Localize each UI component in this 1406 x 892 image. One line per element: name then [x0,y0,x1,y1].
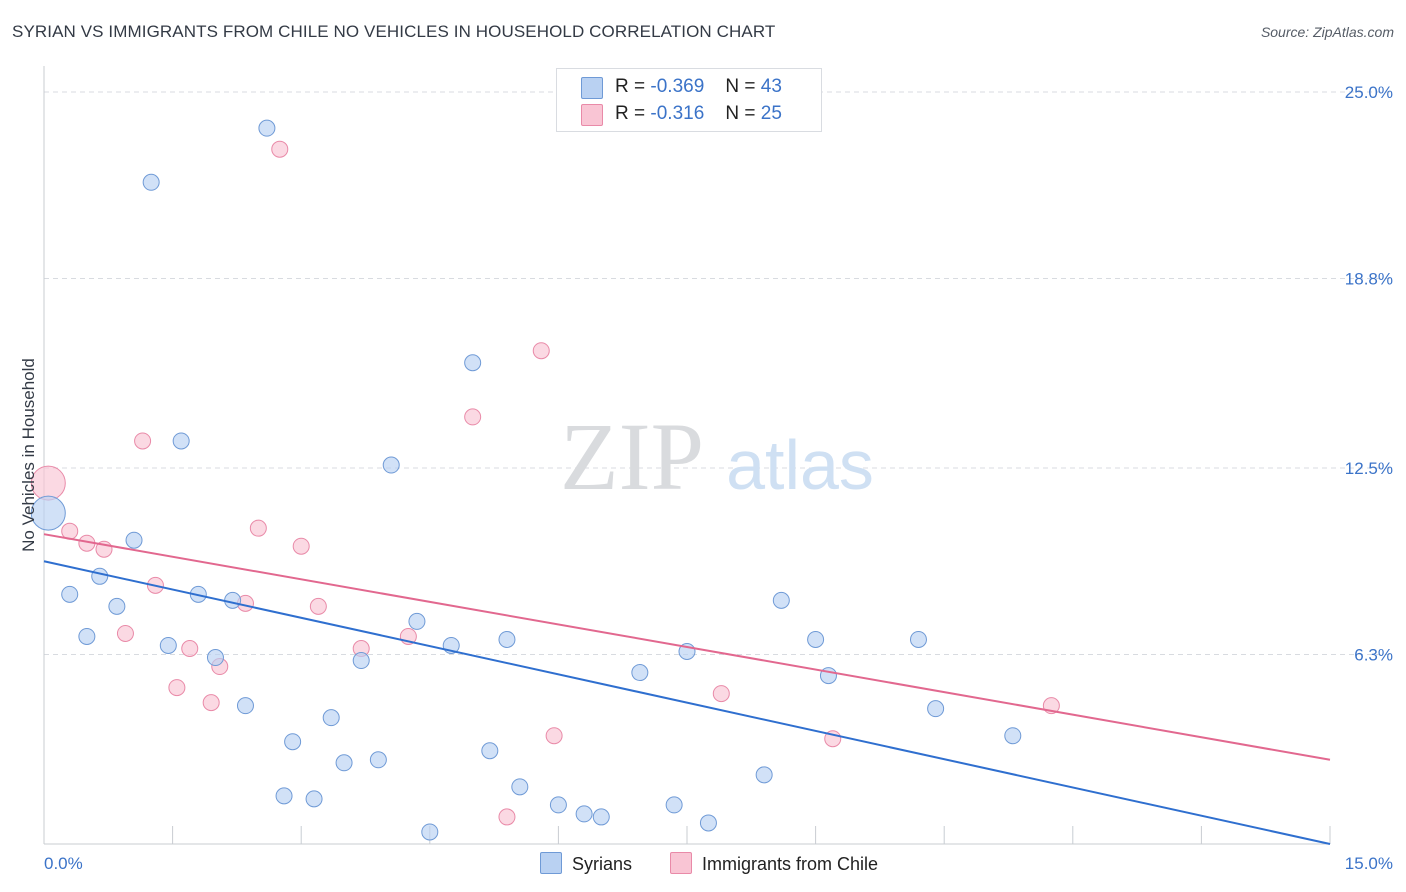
legend-label-chile: Immigrants from Chile [702,854,879,874]
axes [43,66,1331,845]
stats-legend: R = -0.369 N = 43 R = -0.316 N = 25 [556,68,822,132]
syrians-point [1004,727,1022,745]
legend-label-syrians: Syrians [572,854,633,874]
chile-point [181,639,199,657]
syrians-point [631,664,649,682]
syrians-point [408,612,426,630]
syrians-point [665,796,683,814]
r-label: R = [615,103,646,124]
syrians-point [464,354,482,372]
chile-point [292,537,310,555]
syrians-point [909,630,927,648]
chile-point [464,408,482,426]
syrians-point [108,597,126,615]
syrians-point [305,790,323,808]
syrians-point [352,652,370,670]
syrians-point [699,814,717,832]
watermark-zip: ZIP [560,403,704,510]
chile-trend-line [43,533,1331,761]
syrians-point [284,733,302,751]
syrians-points [30,119,1022,841]
n-value: 25 [760,103,782,124]
chile-point [168,679,186,697]
syrians-trend-line [43,560,1331,845]
y-axis-label: No Vehicles in Household [19,358,38,552]
syrians-point [369,751,387,769]
r-value: -0.316 [650,103,705,124]
chile-point [532,342,550,360]
chile-swatch [581,104,603,126]
chile-point [202,694,220,712]
x-tick-label: 15.0% [1345,854,1393,873]
watermark: ZIP atlas [560,403,874,510]
chart-title: SYRIAN VS IMMIGRANTS FROM CHILE NO VEHIC… [12,22,776,41]
syrians-point [511,778,529,796]
syrians-point [78,627,96,645]
tick-labels: 6.3% 12.5% 18.8% 25.0% 0.0% 15.0% [44,83,1393,873]
syrians-legend-swatch [540,852,562,874]
syrians-point [61,585,79,603]
chile-point [712,685,730,703]
syrians-point [275,787,293,805]
y-tick-label: 25.0% [1345,83,1393,102]
chile-point [249,519,267,537]
syrians-point [206,649,224,667]
chile-point [134,432,152,450]
syrians-point [549,796,567,814]
syrians-point [142,173,160,191]
syrians-point [172,432,190,450]
syrians-point [481,742,499,760]
syrians-point [322,709,340,727]
chile-point [309,597,327,615]
syrians-point [125,531,143,549]
syrians-point [159,636,177,654]
x-tick-label: 0.0% [44,854,83,873]
y-tick-label: 18.8% [1345,270,1393,289]
n-value: 43 [760,76,782,97]
syrians-point [807,630,825,648]
chile-point [545,727,563,745]
syrians-point [30,495,66,531]
r-label: R = [615,76,646,97]
syrians-point [498,630,516,648]
chile-point [116,624,134,642]
trend-lines [43,533,1331,845]
syrians-point [258,119,276,137]
r-value: -0.369 [650,76,705,97]
syrians-point [592,808,610,826]
chile-legend-swatch [670,852,692,874]
n-label: N = [725,76,756,97]
syrians-point [575,805,593,823]
watermark-atlas: atlas [726,426,874,504]
syrians-point [236,697,254,715]
syrians-point [772,591,790,609]
y-tick-label: 6.3% [1354,646,1393,665]
syrians-point [224,591,242,609]
y-tick-label: 12.5% [1345,459,1393,478]
syrians-swatch [581,77,603,99]
n-label: N = [725,103,756,124]
chile-point [271,140,289,158]
syrians-point [335,754,353,772]
source-label: Source: ZipAtlas.com [1260,24,1394,40]
syrians-point [755,766,773,784]
legend-item-syrians: Syrians [540,852,632,876]
gridlines [44,91,1394,656]
syrians-point [91,567,109,585]
syrians-point [382,456,400,474]
chile-points [30,140,1060,826]
syrians-point [927,700,945,718]
legend-item-chile: Immigrants from Chile [670,852,878,876]
chile-point [498,808,516,826]
syrians-point [421,823,439,841]
